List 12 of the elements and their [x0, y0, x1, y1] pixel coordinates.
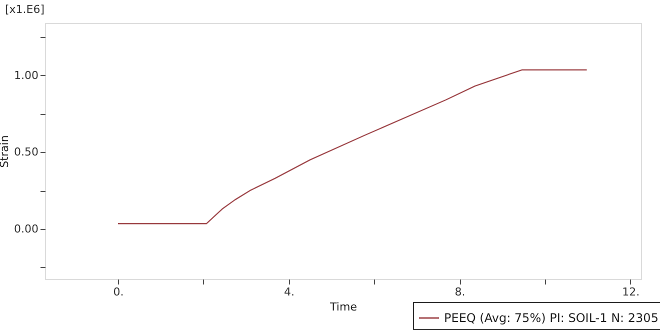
x-tick-label: 4.	[284, 286, 295, 298]
text: [x1.E6]	[5, 3, 45, 16]
line-series	[117, 69, 588, 224]
y-tick-label: 0.50	[14, 146, 38, 159]
legend-label: PEEQ (Avg: 75%) PI: SOIL-1 N: 2305	[444, 311, 658, 325]
y-axis-title: Strain	[0, 135, 12, 168]
x-tick-label: 8.	[454, 286, 466, 298]
x-axis-title: Time	[329, 300, 358, 314]
x-tick-label: 0.	[113, 286, 124, 298]
y-tick-label: 1.00	[14, 68, 38, 82]
y-tick-label: 0.00	[14, 222, 38, 236]
x-tick-label: 12.	[622, 286, 640, 298]
